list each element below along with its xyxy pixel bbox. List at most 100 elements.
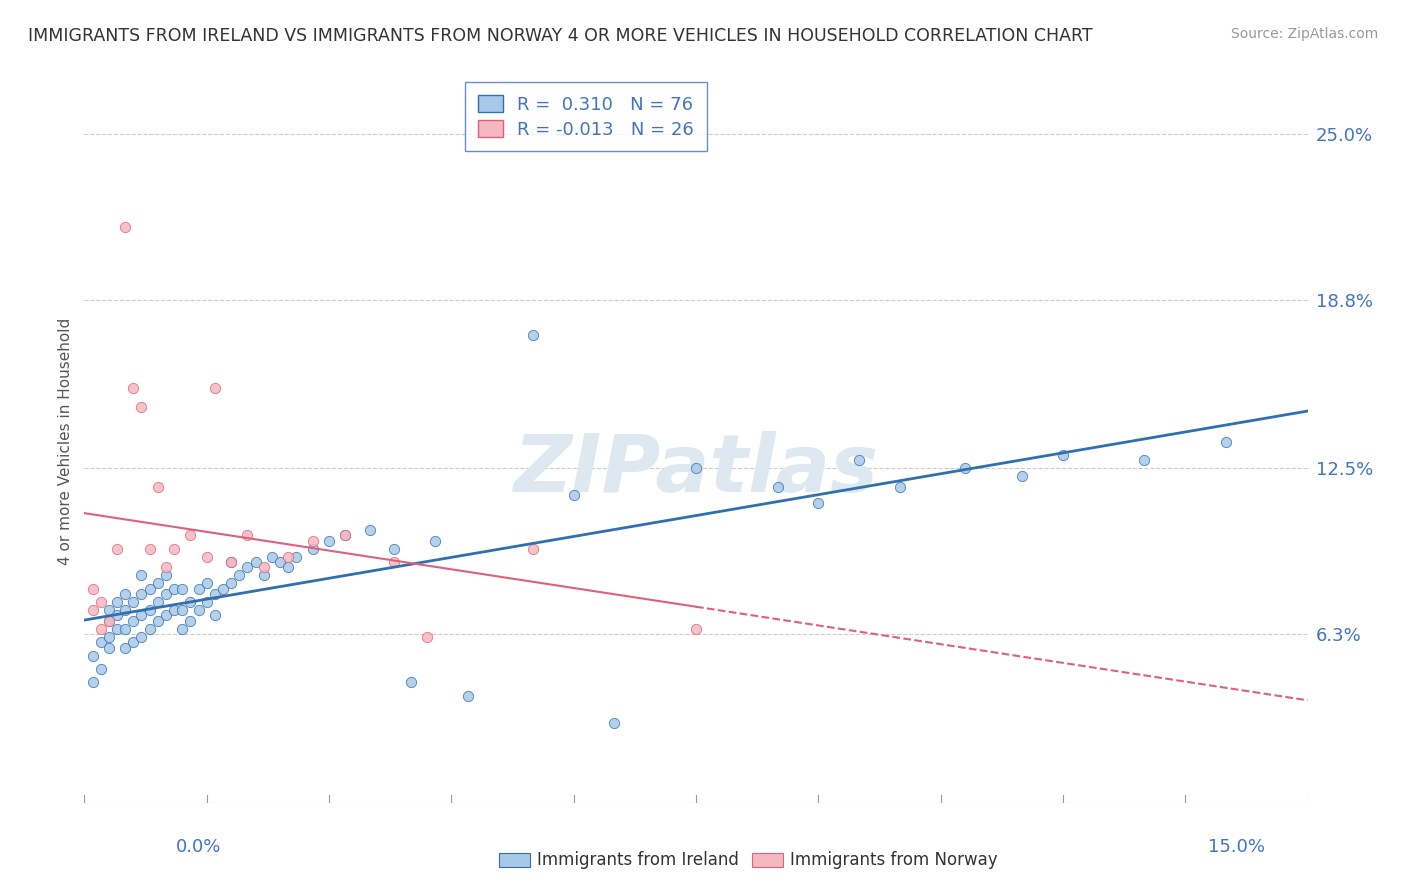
Point xyxy=(138,541,160,556)
Point xyxy=(155,568,177,582)
Point xyxy=(260,549,283,564)
Point xyxy=(685,461,707,475)
Legend: R =  0.310   N = 76, R = -0.013   N = 26: R = 0.310 N = 76, R = -0.013 N = 26 xyxy=(465,82,707,152)
Point xyxy=(219,555,242,569)
Point xyxy=(1133,453,1156,467)
Point xyxy=(138,582,160,596)
Point xyxy=(90,622,112,636)
Point xyxy=(253,568,276,582)
Point xyxy=(114,622,136,636)
Point xyxy=(105,595,128,609)
Point xyxy=(163,582,186,596)
Point xyxy=(204,587,226,601)
Point xyxy=(382,555,405,569)
Point xyxy=(97,603,120,617)
Point xyxy=(105,608,128,623)
Point xyxy=(155,608,177,623)
Point xyxy=(766,480,789,494)
Point xyxy=(146,614,169,628)
Point xyxy=(195,576,218,591)
Point xyxy=(172,622,194,636)
Text: Immigrants from Norway: Immigrants from Norway xyxy=(790,851,998,869)
Point xyxy=(172,582,194,596)
Point xyxy=(228,568,250,582)
Point xyxy=(1052,448,1074,462)
Point xyxy=(269,555,291,569)
Point xyxy=(97,614,120,628)
Point xyxy=(522,327,544,342)
Point xyxy=(187,582,209,596)
Point xyxy=(163,603,186,617)
Point xyxy=(114,220,136,235)
Point xyxy=(114,603,136,617)
Point xyxy=(685,622,707,636)
Point xyxy=(399,675,422,690)
Point xyxy=(359,523,381,537)
Point xyxy=(138,603,160,617)
Point xyxy=(212,582,235,596)
Point xyxy=(105,622,128,636)
Point xyxy=(114,587,136,601)
Point xyxy=(277,549,299,564)
Point xyxy=(90,595,112,609)
Point xyxy=(195,595,218,609)
Point xyxy=(82,648,104,663)
Point xyxy=(146,480,169,494)
Point xyxy=(179,528,201,542)
Point xyxy=(195,549,218,564)
Point xyxy=(335,528,357,542)
Point xyxy=(204,608,226,623)
Point xyxy=(122,381,145,395)
Point xyxy=(603,715,626,730)
Point xyxy=(187,603,209,617)
Text: 0.0%: 0.0% xyxy=(176,838,221,856)
Point xyxy=(122,635,145,649)
Point xyxy=(219,555,242,569)
Point xyxy=(562,488,585,502)
Point xyxy=(1011,469,1033,483)
Point xyxy=(285,549,308,564)
Point xyxy=(138,622,160,636)
Point xyxy=(245,555,267,569)
Point xyxy=(97,614,120,628)
Point xyxy=(301,541,323,556)
Point xyxy=(1215,434,1237,449)
Point xyxy=(122,614,145,628)
Point xyxy=(253,560,276,574)
Point xyxy=(131,568,153,582)
Point xyxy=(953,461,976,475)
Point xyxy=(423,533,446,548)
Point xyxy=(889,480,911,494)
Point xyxy=(131,587,153,601)
Point xyxy=(807,496,830,510)
Point xyxy=(82,675,104,690)
Point xyxy=(146,595,169,609)
Text: IMMIGRANTS FROM IRELAND VS IMMIGRANTS FROM NORWAY 4 OR MORE VEHICLES IN HOUSEHOL: IMMIGRANTS FROM IRELAND VS IMMIGRANTS FR… xyxy=(28,27,1092,45)
Text: ZIPatlas: ZIPatlas xyxy=(513,432,879,509)
Point xyxy=(457,689,479,703)
Point xyxy=(146,576,169,591)
Point xyxy=(163,541,186,556)
Point xyxy=(179,614,201,628)
Point xyxy=(122,595,145,609)
Point xyxy=(382,541,405,556)
Point xyxy=(416,630,439,644)
Point xyxy=(848,453,870,467)
Point xyxy=(155,587,177,601)
Point xyxy=(97,630,120,644)
Point xyxy=(82,582,104,596)
Point xyxy=(179,595,201,609)
Point xyxy=(97,640,120,655)
Point xyxy=(318,533,340,548)
Point xyxy=(335,528,357,542)
Point xyxy=(155,560,177,574)
Point xyxy=(131,608,153,623)
Text: Immigrants from Ireland: Immigrants from Ireland xyxy=(537,851,740,869)
Point xyxy=(219,576,242,591)
Point xyxy=(277,560,299,574)
Point xyxy=(236,528,259,542)
Point xyxy=(204,381,226,395)
Text: 15.0%: 15.0% xyxy=(1208,838,1265,856)
Point xyxy=(236,560,259,574)
Point xyxy=(105,541,128,556)
